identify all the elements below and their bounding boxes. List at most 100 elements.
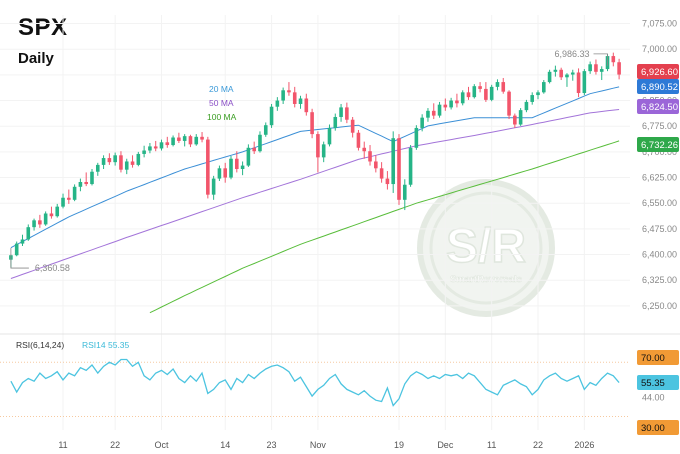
time-tick-label: Oct <box>154 440 169 450</box>
candle-down <box>153 140 158 152</box>
rsi-legend: RSI14 55.35 <box>82 340 130 350</box>
candle-up <box>217 165 222 181</box>
ma100-badge: 6,732.26 <box>637 137 679 152</box>
candle-up <box>275 97 280 111</box>
candles <box>9 52 621 268</box>
price-tick-label: 7,000.00 <box>642 44 677 54</box>
candle-down <box>379 162 384 183</box>
candle-down <box>594 59 598 75</box>
candle-down <box>304 93 309 116</box>
candle-up <box>402 179 407 211</box>
candle-down <box>368 145 372 166</box>
candle-up <box>565 73 569 87</box>
candle-up <box>599 66 604 81</box>
price-tick-label: 6,475.00 <box>642 224 677 234</box>
candle-down <box>84 172 88 187</box>
candle-down <box>397 134 401 205</box>
time-tick-label: 11 <box>58 440 67 450</box>
candle-down <box>119 151 123 173</box>
candle-down <box>188 134 193 148</box>
candle-up <box>327 124 332 147</box>
candle-up <box>414 125 419 150</box>
candle-up <box>124 158 129 175</box>
candle-down <box>165 136 170 148</box>
time-axis: 11 22 Oct 14 23 Nov 19 Dec 11 22 2026 <box>58 440 594 450</box>
candle-up <box>171 135 175 147</box>
candle-up <box>20 234 25 246</box>
candle-up <box>489 84 494 102</box>
candle-down <box>200 132 204 143</box>
candle-up <box>55 203 60 218</box>
rsi-title: RSI(6,14,24) <box>16 340 64 350</box>
ma20-badge: 6,890.52 <box>637 79 679 94</box>
time-tick-label: 19 <box>394 440 404 450</box>
candle-up <box>553 65 558 77</box>
candle-down <box>223 162 228 183</box>
ma-legend: 20 MA 50 MA 100 MA <box>207 84 237 122</box>
candle-up <box>588 61 592 74</box>
time-tick-label: 2026 <box>574 440 594 450</box>
candle-down <box>484 82 488 102</box>
high-marker <box>593 53 608 66</box>
price-tick-label: 6,250.00 <box>642 301 677 311</box>
last-price-badge: 6,926.60 <box>637 64 679 79</box>
candle-down <box>559 67 563 81</box>
legend-50ma: 50 MA <box>209 98 234 108</box>
ma20-line <box>10 86 620 249</box>
svg-text:6,732.26: 6,732.26 <box>641 140 678 151</box>
ma50-line <box>10 109 620 279</box>
svg-text:55.35: 55.35 <box>641 378 665 389</box>
candle-up <box>524 99 529 113</box>
ma100-line <box>149 140 620 314</box>
candle-up <box>536 90 540 100</box>
candle-down <box>235 151 239 173</box>
candle-up <box>148 142 152 154</box>
low-label: 6,360.58 <box>35 263 70 273</box>
candle-down <box>576 68 581 98</box>
svg-text:6,890.52: 6,890.52 <box>641 82 678 93</box>
candle-up <box>437 101 442 118</box>
candle-up <box>182 134 187 147</box>
candle-up <box>246 144 251 167</box>
candle-down <box>507 90 511 120</box>
candle-up <box>14 241 19 257</box>
candle-up <box>321 141 326 163</box>
rsi-line <box>10 358 620 407</box>
low-marker <box>10 248 29 269</box>
candle-up <box>339 103 343 122</box>
price-tick-label: 6,400.00 <box>642 250 677 260</box>
candle-up <box>426 108 430 122</box>
candle-up <box>582 69 587 96</box>
candle-up <box>78 178 83 192</box>
candle-up <box>26 224 31 241</box>
candle-up <box>194 134 199 146</box>
candle-up <box>211 175 216 200</box>
candle-down <box>431 103 436 120</box>
candle-down <box>356 129 361 151</box>
candle-down <box>38 214 42 228</box>
moving-averages <box>10 86 620 314</box>
chart-subtitle: Daily <box>18 50 54 67</box>
logo-brand: SmartReversals <box>450 274 522 285</box>
candle-down <box>177 132 181 143</box>
svg-text:6,824.50: 6,824.50 <box>641 102 678 113</box>
candle-down <box>67 189 71 204</box>
time-tick-label: Dec <box>437 440 454 450</box>
candle-down <box>49 206 54 219</box>
candle-down <box>501 77 506 94</box>
candle-up <box>32 218 36 231</box>
candle-down <box>316 131 320 173</box>
price-axis: 6,250.00 6,325.00 6,400.00 6,475.00 6,550.00… <box>642 19 677 311</box>
candle-down <box>478 82 482 93</box>
candle-up <box>570 69 575 81</box>
candle-up <box>113 152 117 166</box>
candle-down <box>374 155 378 173</box>
time-tick-label: 22 <box>533 440 543 450</box>
candle-down <box>292 86 297 108</box>
svg-text:30.00: 30.00 <box>641 423 665 434</box>
candle-up <box>43 211 48 226</box>
candle-up <box>449 97 453 110</box>
candle-down <box>252 141 256 154</box>
price-tick-label: 6,775.00 <box>642 121 677 131</box>
